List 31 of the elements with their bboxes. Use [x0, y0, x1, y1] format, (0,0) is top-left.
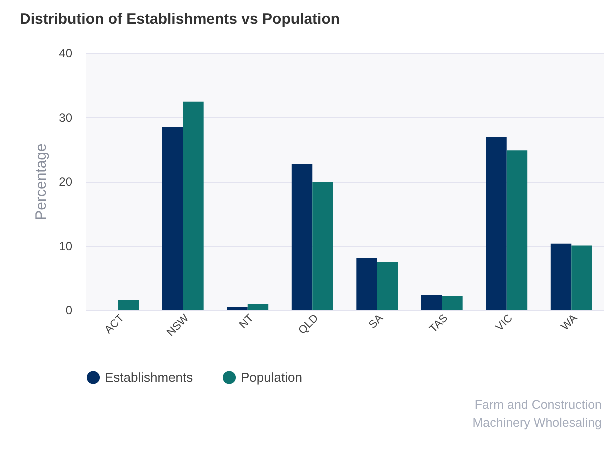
legend-label: Establishments: [105, 370, 194, 385]
x-tick-label: SA: [366, 312, 386, 332]
chart-title: Distribution of Establishments vs Population: [20, 11, 340, 28]
y-tick-label: 0: [66, 304, 73, 318]
y-tick-label: 10: [59, 239, 73, 254]
bar: [442, 296, 463, 310]
y-tick-label: 30: [59, 110, 73, 125]
y-axis-title: Percentage: [33, 144, 50, 220]
bar: [486, 137, 507, 310]
bar: [506, 150, 528, 310]
legend-label: Population: [241, 370, 302, 385]
y-tick-label: 20: [59, 175, 73, 189]
bar: [248, 304, 269, 310]
bar: [312, 182, 334, 310]
x-tick-label: TAS: [428, 312, 451, 336]
bar: [162, 128, 184, 310]
bar: [550, 244, 572, 310]
x-tick-label: WA: [559, 312, 581, 334]
x-tick-label: QLD: [296, 312, 322, 337]
y-tick-label: 40: [59, 46, 73, 60]
text: Farm and Construction Machinery Wholesaling: [472, 397, 602, 432]
bar: [227, 307, 248, 310]
bar: [572, 246, 592, 310]
bar: [356, 258, 378, 310]
x-tick-label: VIC: [494, 312, 516, 334]
bar: [377, 262, 398, 310]
bar: [118, 300, 140, 310]
x-tick-label: NT: [238, 312, 257, 332]
bar: [292, 164, 313, 310]
bar: [421, 295, 442, 310]
bar: [183, 102, 204, 310]
